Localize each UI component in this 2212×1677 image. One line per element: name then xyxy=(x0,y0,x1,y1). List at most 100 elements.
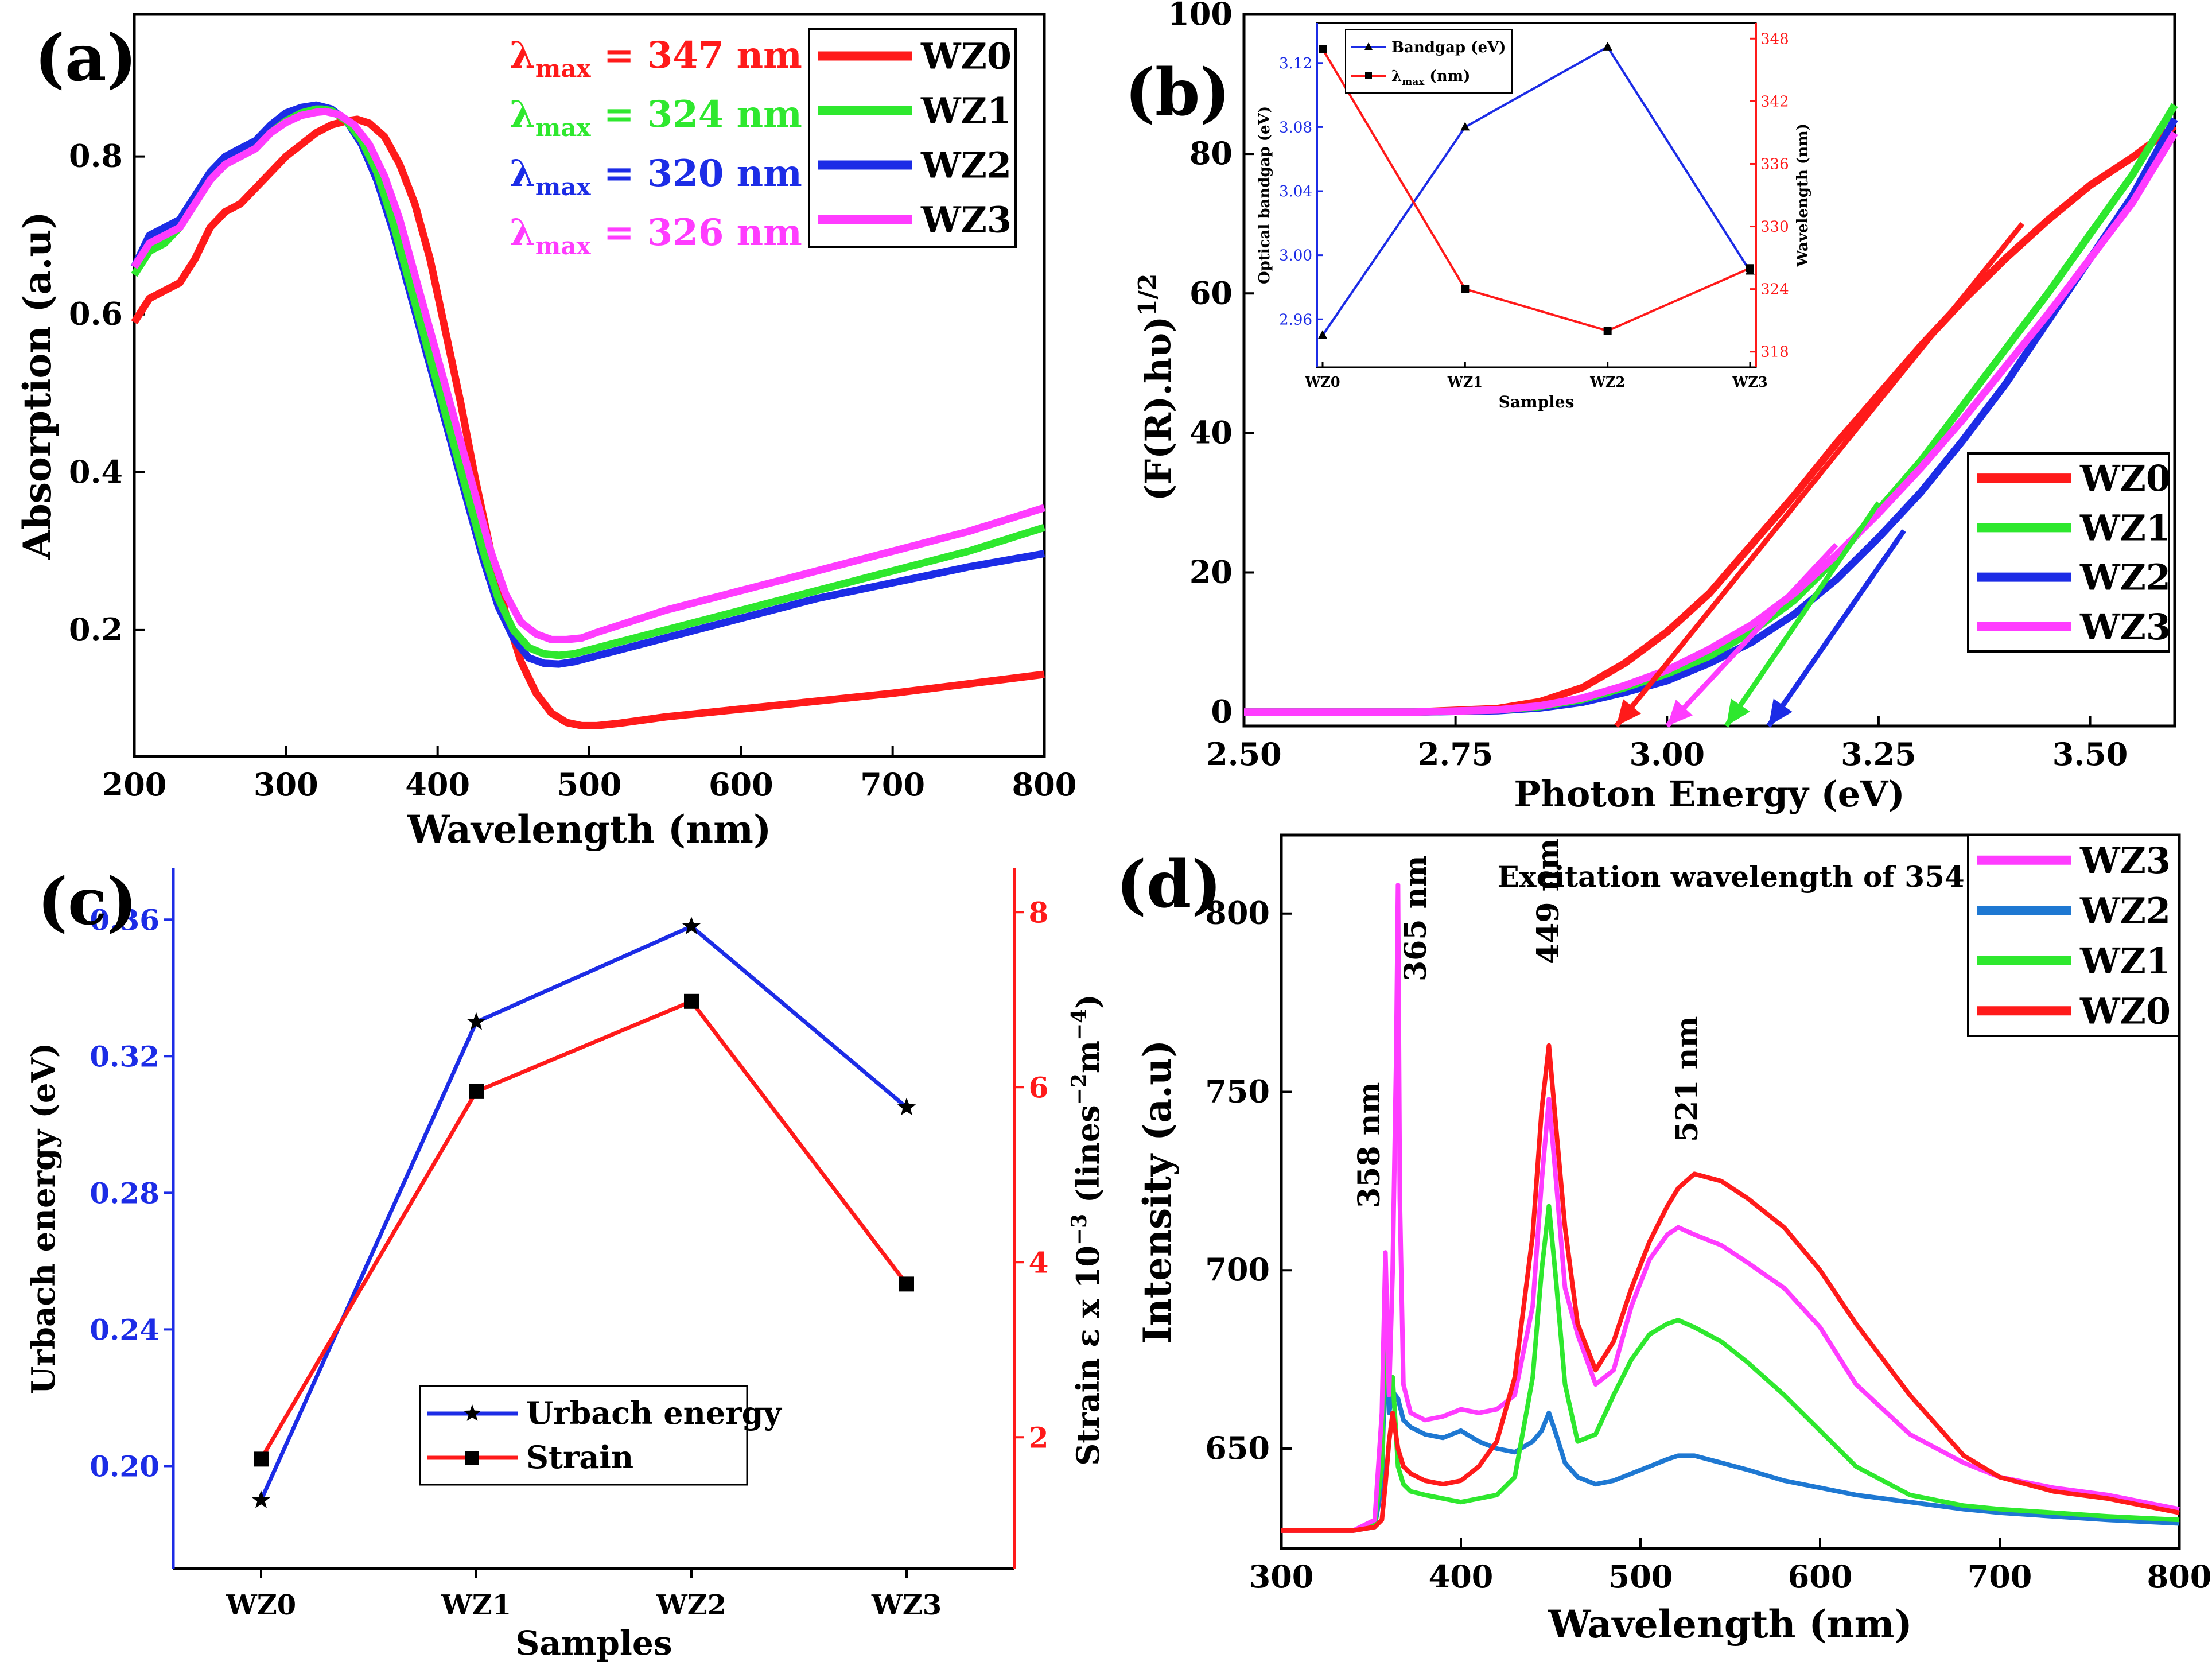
inset-right-tick-label: 318 xyxy=(1760,344,1789,361)
tangent-line-wz0 xyxy=(1614,222,2025,728)
x-tick-label: 300 xyxy=(254,766,318,803)
y-tick-label: 0.2 xyxy=(69,611,123,648)
legend-c-label-urbach: Urbach energy xyxy=(526,1395,782,1431)
y-axis-label: Absorption (a.u) xyxy=(15,211,60,560)
x-tick-label: 400 xyxy=(1429,1558,1494,1595)
x-axis-label: Samples xyxy=(516,1624,672,1663)
inset-left-tick-label: 2.96 xyxy=(1279,311,1312,328)
x-tick-label: WZ1 xyxy=(441,1589,511,1621)
tangent-arrowhead-wz1 xyxy=(1726,698,1750,726)
lambda-max-annotation: λmax = 347 nm xyxy=(510,34,802,83)
inset-bandgap-marker xyxy=(1318,330,1327,339)
inset-x-tick-label: WZ2 xyxy=(1589,374,1625,390)
inset-lambda-marker xyxy=(1461,285,1470,293)
x-tick-label: 700 xyxy=(1968,1558,2032,1595)
legend-d-label: WZ0 xyxy=(2079,990,2171,1032)
x-tick-label: 3.25 xyxy=(1841,736,1916,772)
inset-left-tick-label: 3.08 xyxy=(1279,119,1312,136)
legend-b-label: WZ1 xyxy=(2079,507,2171,549)
legend-a-label: WZ2 xyxy=(920,145,1012,187)
inset-bandgap-marker xyxy=(1460,122,1470,131)
x-tick-label: 500 xyxy=(557,766,622,803)
lambda-max-annotation: λmax = 320 nm xyxy=(510,152,802,201)
y-tick-label: 700 xyxy=(1205,1251,1270,1288)
x-tick-label: 800 xyxy=(1012,766,1077,803)
right-y-tick-label: 4 xyxy=(1029,1245,1049,1279)
x-tick-label: 3.00 xyxy=(1630,736,1705,772)
x-tick-label: 700 xyxy=(860,766,925,803)
x-tick-label: WZ2 xyxy=(656,1589,726,1621)
urbach-energy-line xyxy=(259,924,908,1501)
y-tick-label: 800 xyxy=(1205,895,1270,931)
panel-label: (a) xyxy=(34,21,137,96)
x-axis-label: Wavelength (nm) xyxy=(1548,1602,1912,1647)
y-axis-label: (F(R).hυ)1/2 xyxy=(1133,274,1179,501)
peak-label: 365 nm xyxy=(1398,856,1433,981)
x-tick-label: WZ0 xyxy=(226,1589,296,1621)
x-tick-label: 300 xyxy=(1249,1558,1314,1595)
x-tick-label: 3.50 xyxy=(2052,736,2128,772)
inset-lambda-marker xyxy=(1603,327,1612,335)
y-tick-label: 60 xyxy=(1189,274,1233,311)
plot-frame xyxy=(1280,833,2181,1550)
x-tick-label: WZ3 xyxy=(871,1589,942,1621)
left-y-tick-label: 0.32 xyxy=(90,1039,160,1073)
inset-left-axis-label: Optical bandgap (eV) xyxy=(1256,106,1273,284)
legend-a-label: WZ1 xyxy=(920,90,1012,132)
x-tick-label: 800 xyxy=(2147,1558,2212,1595)
left-y-tick-label: 0.36 xyxy=(90,903,160,937)
y-tick-label: 0.6 xyxy=(69,296,123,332)
x-tick-label: 2.75 xyxy=(1418,736,1494,772)
y-axis-label: Intensity (a.u) xyxy=(1135,1040,1180,1344)
tangent-arrowhead-wz2 xyxy=(1768,698,1793,726)
panel-label: (d) xyxy=(1116,847,1222,922)
panel-d: 300 400 500 600 700 800 650 700 750 800 Wavelength… xyxy=(1116,833,2212,1647)
right-y-axis-label: Strain ε x 10−3 (lines−2m−4) xyxy=(1067,994,1106,1466)
legend-b-label: WZ2 xyxy=(2079,557,2171,599)
x-tick-label: 500 xyxy=(1608,1558,1673,1595)
inset-legend-label-lambda: λmax (nm) xyxy=(1391,68,1470,88)
left-y-tick-label: 0.20 xyxy=(90,1449,160,1483)
series-line-wz0 xyxy=(1281,1043,2180,1533)
x-axis-label: Wavelength (nm) xyxy=(407,807,771,852)
left-y-axis-label: Urbach energy (eV) xyxy=(25,1043,63,1395)
legend-a-label: WZ0 xyxy=(920,36,1012,77)
strain-marker xyxy=(684,993,699,1009)
legend-a-label: WZ3 xyxy=(920,199,1012,241)
legend-d-frame xyxy=(1967,834,2180,1037)
x-tick-label: 2.50 xyxy=(1206,736,1282,772)
inset-right-tick-label: 330 xyxy=(1760,219,1789,236)
chart-title: Excitation wavelength of 354 nm xyxy=(1498,860,2026,894)
inset-left-tick-label: 3.12 xyxy=(1279,55,1312,72)
x-axis-label: Photon Energy (eV) xyxy=(1514,773,1904,815)
y-tick-label: 750 xyxy=(1205,1073,1270,1109)
inset-legend-marker-bandgap xyxy=(1364,42,1373,50)
inset-right-tick-label: 348 xyxy=(1760,30,1789,48)
strain-line xyxy=(259,999,908,1461)
inset-x-tick-label: WZ0 xyxy=(1304,374,1340,390)
legend-d-label: WZ3 xyxy=(2079,840,2171,882)
urbach-energy-marker xyxy=(466,1012,486,1030)
legend-d-label: WZ2 xyxy=(2079,890,2171,931)
lambda-max-annotation: λmax = 326 nm xyxy=(510,211,802,260)
inset-right-tick-label: 336 xyxy=(1760,156,1789,173)
inset-right-tick-label: 324 xyxy=(1760,281,1789,298)
legend-c-marker-strain xyxy=(465,1451,479,1465)
legend-b-label: WZ3 xyxy=(2079,606,2171,648)
inset-x-axis-label: Samples xyxy=(1499,393,1575,412)
y-tick-label: 0 xyxy=(1211,693,1233,730)
inset-x-tick-label: WZ1 xyxy=(1447,374,1483,390)
inset-lambda-marker xyxy=(1319,45,1327,53)
inset-legend-frame xyxy=(1345,29,1513,94)
urbach-energy-marker xyxy=(682,917,701,934)
right-y-tick-label: 2 xyxy=(1029,1420,1049,1454)
y-tick-label: 20 xyxy=(1189,554,1233,591)
peak-label: 521 nm xyxy=(1670,1016,1705,1142)
tangent-arrowhead-wz0 xyxy=(1616,699,1642,726)
y-tick-label: 100 xyxy=(1168,0,1233,32)
panel-label: (b) xyxy=(1125,55,1230,130)
y-tick-label: 0.8 xyxy=(69,138,123,174)
tangent-arrowhead-wz3 xyxy=(1667,700,1693,726)
